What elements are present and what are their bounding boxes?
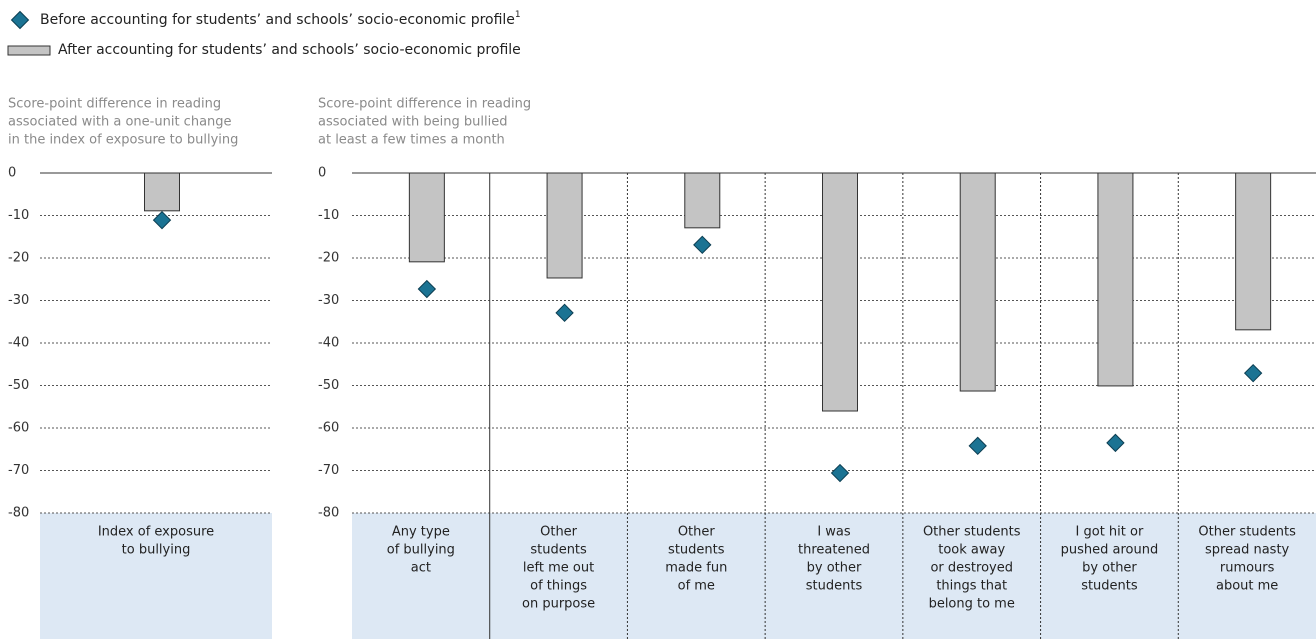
x-tick-label: I got hit or	[1076, 525, 1144, 540]
y-axis-label: associated with being bullied	[318, 115, 507, 130]
diamond-marker	[152, 210, 172, 230]
bar	[822, 172, 858, 412]
x-tick-label: Other	[540, 525, 578, 540]
diamond-marker	[830, 463, 850, 483]
legend-diamond	[10, 10, 30, 30]
y-tick-label: -30	[318, 293, 339, 308]
x-tick-label: students	[668, 543, 725, 558]
y-axis-label: Score-point difference in reading	[318, 97, 531, 112]
y-tick-label: -60	[318, 421, 339, 436]
legend-swatch	[7, 45, 51, 56]
x-tick-label: made fun	[665, 561, 727, 576]
bar	[1235, 172, 1272, 331]
diamond-marker	[555, 303, 574, 323]
y-tick-label: -50	[8, 378, 29, 393]
y-tick-label: -10	[318, 208, 339, 223]
y-tick-label: -10	[8, 208, 29, 223]
y-tick-label: 0	[318, 166, 326, 181]
x-tick-label: students	[1081, 579, 1138, 594]
y-tick-label: -60	[8, 421, 29, 436]
y-axis-label: at least a few times a month	[318, 133, 505, 148]
legend-label: After accounting for students’ and schoo…	[58, 42, 521, 58]
diamond-marker	[968, 436, 987, 456]
x-tick-label: of things	[530, 579, 587, 594]
x-tick-label: threatened	[798, 543, 870, 558]
y-tick-label: -50	[318, 378, 339, 393]
x-tick-label: Other students	[923, 525, 1021, 540]
x-tick-label: spread nasty	[1205, 543, 1290, 558]
category-area	[40, 513, 272, 639]
y-tick-label: 0	[8, 166, 16, 181]
x-tick-label: of bullying	[387, 543, 455, 558]
bar	[684, 172, 721, 229]
legend-label: Before accounting for students’ and scho…	[40, 10, 521, 29]
x-tick-label: I was	[817, 525, 851, 540]
bar	[959, 172, 996, 392]
x-tick-label: act	[411, 561, 431, 576]
diamond-marker	[417, 279, 437, 299]
bar	[408, 172, 445, 263]
y-tick-label: -20	[8, 251, 29, 266]
x-tick-label: or destroyed	[930, 561, 1013, 576]
x-tick-label: by other	[807, 561, 862, 576]
x-tick-label: pushed around	[1061, 543, 1159, 558]
y-axis-label: associated with a one-unit change	[8, 115, 232, 130]
x-tick-label: students	[530, 543, 587, 558]
y-tick-label: -20	[318, 251, 339, 266]
x-tick-label: about me	[1216, 579, 1278, 594]
y-tick-label: -70	[318, 463, 339, 478]
x-tick-label: things that	[936, 579, 1007, 594]
category-area	[352, 513, 1316, 639]
x-tick-label: Any type	[392, 525, 450, 540]
x-tick-label: left me out	[523, 561, 594, 576]
y-tick-label: -70	[8, 463, 29, 478]
x-tick-label: Other	[678, 525, 716, 540]
diamond-marker	[693, 235, 712, 255]
legend: Before accounting for students’ and scho…	[7, 10, 521, 58]
footnote-mark: 1	[515, 10, 521, 20]
diamond-marker	[1243, 363, 1263, 383]
y-tick-label: -40	[318, 336, 339, 351]
legend-text: Before accounting for students’ and scho…	[40, 12, 515, 28]
y-axis-label: Score-point difference in reading	[8, 97, 221, 112]
x-tick-label: rumours	[1220, 561, 1275, 576]
x-tick-label: of me	[678, 579, 715, 594]
x-tick-label: by other	[1082, 561, 1137, 576]
x-tick-label: Other students	[1198, 525, 1296, 540]
y-axis-label: in the index of exposure to bullying	[8, 133, 238, 148]
x-tick-label: to bullying	[122, 543, 191, 558]
x-tick-label: Index of exposure	[98, 525, 214, 540]
y-tick-label: -40	[8, 336, 29, 351]
y-tick-label: -30	[8, 293, 29, 308]
bar	[546, 172, 583, 279]
y-tick-label: -80	[318, 506, 339, 521]
bar	[1097, 172, 1134, 387]
x-tick-label: took away	[938, 543, 1005, 558]
bar	[144, 172, 180, 212]
x-tick-label: students	[806, 579, 863, 594]
x-tick-label: on purpose	[522, 597, 595, 612]
y-tick-label: -80	[8, 506, 29, 521]
diamond-marker	[1106, 433, 1125, 453]
x-tick-label: belong to me	[929, 597, 1015, 612]
